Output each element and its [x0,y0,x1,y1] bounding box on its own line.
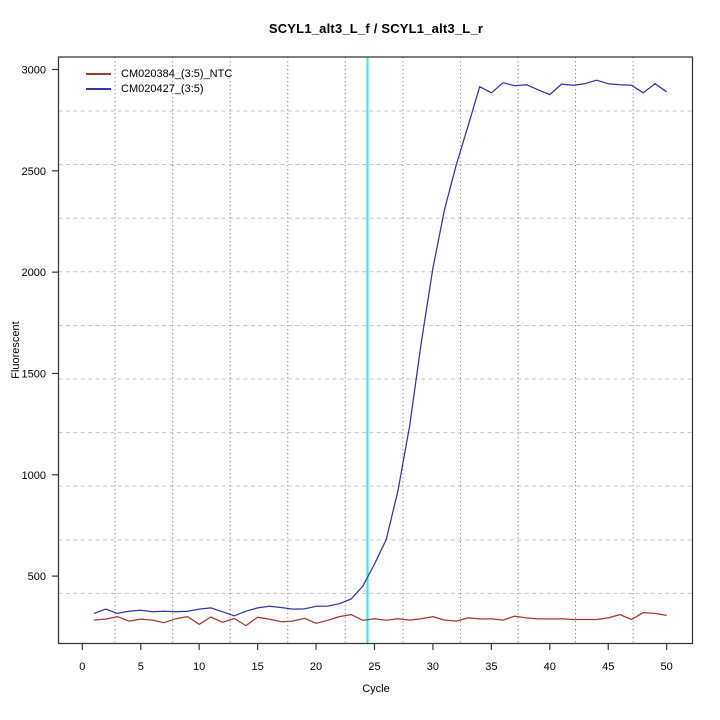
vertical-gridlines [114,57,634,644]
x-tick-label-20: 20 [310,661,322,673]
chart-title: SCYL1_alt3_L_f / SCYL1_alt3_L_r [268,21,484,36]
x-tick-label-0: 0 [79,661,85,673]
x-tick-label-5: 5 [138,661,144,673]
legend-line-swatch-blue [86,87,111,90]
x-tick-label-50: 50 [661,661,673,673]
y-tick-label-500: 500 [28,571,46,583]
legend-label-ntc: CM020384_(3:5)_NTC [121,67,233,80]
x-tick-label-35: 35 [485,661,497,673]
y-tick-label-3000: 3000 [22,65,46,77]
y-tick-label-1000: 1000 [22,470,46,482]
horizontal-gridlines [58,110,693,594]
axis-tick-labels: 0 5 10 15 20 25 30 35 40 45 50 500 1000 1500 2000 2500 3… [22,65,673,674]
legend-label-sample: CM020427_(3:5) [121,82,204,95]
y-tick-label-2500: 2500 [22,166,46,178]
x-axis-label: Cycle [362,683,390,695]
series-line-0 [93,611,667,627]
legend-item-ntc: CM020384_(3:5)_NTC [86,66,232,81]
y-axis-label: Fluorescent [10,321,22,379]
legend-line-swatch-red [86,72,111,75]
y-tick-label-1500: 1500 [22,368,46,380]
x-tick-label-45: 45 [602,661,614,673]
legend-item-sample: CM020427_(3:5) [86,81,232,96]
series-line-1 [93,79,668,617]
legend: CM020384_(3:5)_NTC CM020427_(3:5) [86,66,232,96]
axis-ticks [52,68,668,650]
x-tick-label-15: 15 [252,661,264,673]
x-tick-label-40: 40 [544,661,556,673]
x-tick-label-10: 10 [193,661,205,673]
x-tick-label-30: 30 [427,661,439,673]
y-tick-label-2000: 2000 [22,267,46,279]
plot-border [57,56,694,645]
x-tick-label-25: 25 [368,661,380,673]
